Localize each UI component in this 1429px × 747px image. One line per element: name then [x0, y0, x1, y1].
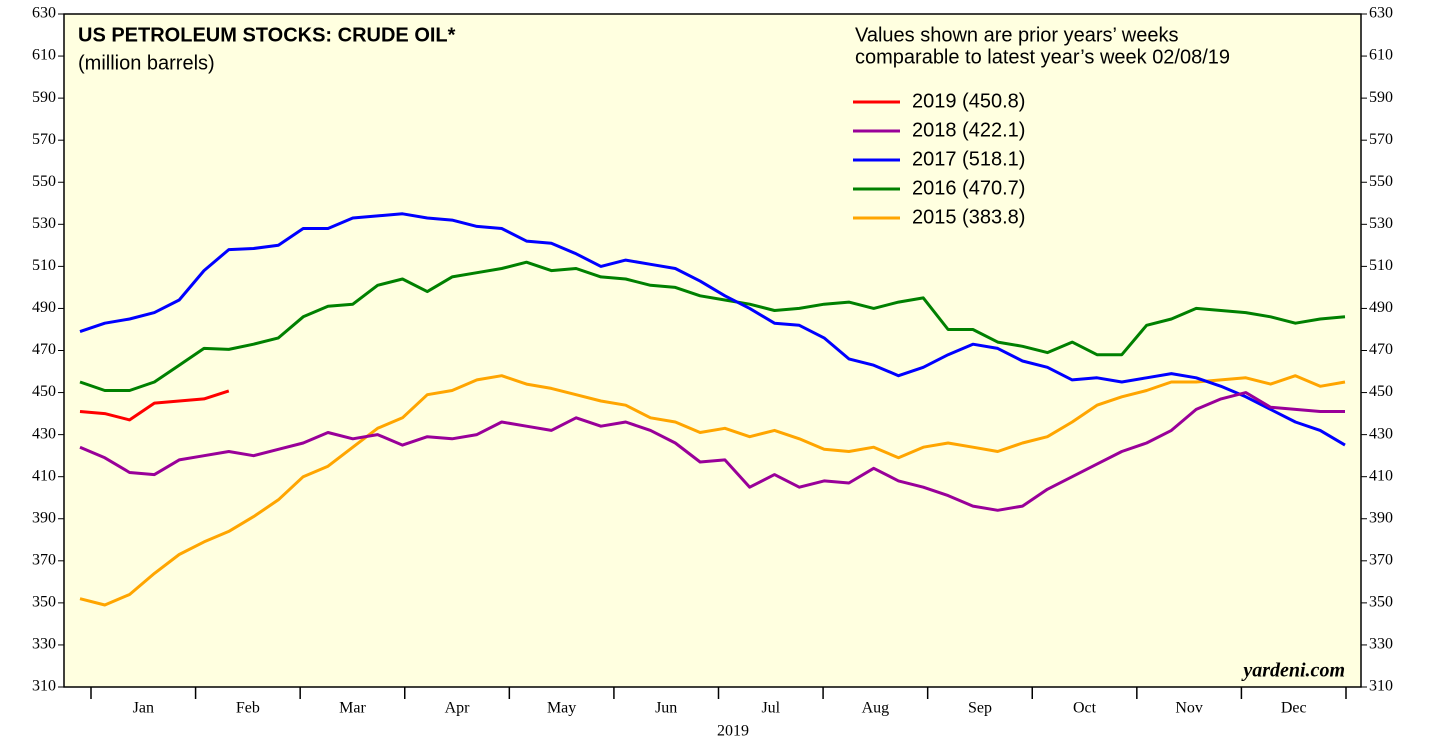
chart-subtitle: (million barrels): [78, 52, 215, 74]
x-tick-label: Aug: [862, 700, 890, 717]
y2-tick-label: 630: [1369, 5, 1393, 22]
y-tick-label: 510: [32, 257, 56, 274]
series-line: [79, 212, 1346, 447]
y-tick-label: 470: [32, 341, 56, 358]
y-tick-label: 530: [32, 215, 56, 232]
y-tick-label: 630: [32, 5, 56, 22]
x-tick-label: Apr: [445, 700, 471, 717]
series-line: [79, 374, 1346, 607]
y2-tick-label: 410: [1369, 467, 1393, 484]
y2-tick-label: 570: [1369, 131, 1393, 148]
y-tick-label: 410: [32, 467, 56, 484]
x-tick-label: Jul: [761, 700, 780, 717]
x-tick-label: May: [547, 700, 576, 717]
x-tick-label: Mar: [339, 700, 366, 717]
y2-tick-label: 490: [1369, 299, 1393, 316]
annotation: comparable to latest year’s week 02/08/1…: [855, 46, 1230, 68]
y2-tick-label: 610: [1369, 47, 1393, 64]
y-tick-label: 570: [32, 131, 56, 148]
y-tick-label: 330: [32, 636, 56, 653]
x-tick-label: Jun: [655, 700, 677, 717]
y2-tick-label: 310: [1369, 678, 1393, 695]
y-tick-label: 550: [32, 173, 56, 190]
x-tick-label: Jan: [133, 700, 154, 717]
y-tick-label: 450: [32, 383, 56, 400]
y-tick-label: 490: [32, 299, 56, 316]
legend-label: 2018 (422.1): [912, 119, 1025, 141]
chart-title: US PETROLEUM STOCKS: CRUDE OIL*: [78, 24, 456, 46]
y-tick-label: 310: [32, 678, 56, 695]
y2-tick-label: 590: [1369, 89, 1393, 106]
y2-tick-label: 430: [1369, 425, 1393, 442]
x-tick-label: Dec: [1281, 700, 1307, 717]
y2-tick-label: 530: [1369, 215, 1393, 232]
annotation: Values shown are prior years’ weeks: [855, 24, 1178, 46]
y-tick-label: 390: [32, 509, 56, 526]
x-tick-label: Oct: [1073, 700, 1097, 717]
legend-label: 2016 (470.7): [912, 177, 1025, 199]
y2-tick-label: 370: [1369, 551, 1393, 568]
series-line: [79, 391, 1345, 512]
legend-label: 2015 (383.8): [912, 206, 1025, 228]
y2-tick-label: 350: [1369, 594, 1393, 611]
watermark: yardeni.com: [1241, 660, 1345, 682]
y-tick-label: 590: [32, 89, 56, 106]
y-tick-label: 350: [32, 594, 56, 611]
series-line: [79, 260, 1346, 392]
x-tick-label: Feb: [236, 700, 260, 717]
plot-area: [63, 13, 1362, 688]
y2-tick-label: 470: [1369, 341, 1393, 358]
legend-label: 2017 (518.1): [912, 148, 1025, 170]
x-axis-label: 2019: [717, 723, 749, 740]
y2-tick-label: 550: [1369, 173, 1393, 190]
y-tick-label: 430: [32, 425, 56, 442]
legend-label: 2019 (450.8): [912, 90, 1025, 112]
x-tick-label: Sep: [968, 700, 992, 717]
y2-tick-label: 330: [1369, 636, 1393, 653]
y-tick-label: 610: [32, 47, 56, 64]
series-line: [79, 389, 230, 422]
y2-tick-label: 450: [1369, 383, 1393, 400]
y2-tick-label: 510: [1369, 257, 1393, 274]
x-tick-label: Nov: [1175, 700, 1203, 717]
y-tick-label: 370: [32, 551, 56, 568]
y2-tick-label: 390: [1369, 509, 1393, 526]
